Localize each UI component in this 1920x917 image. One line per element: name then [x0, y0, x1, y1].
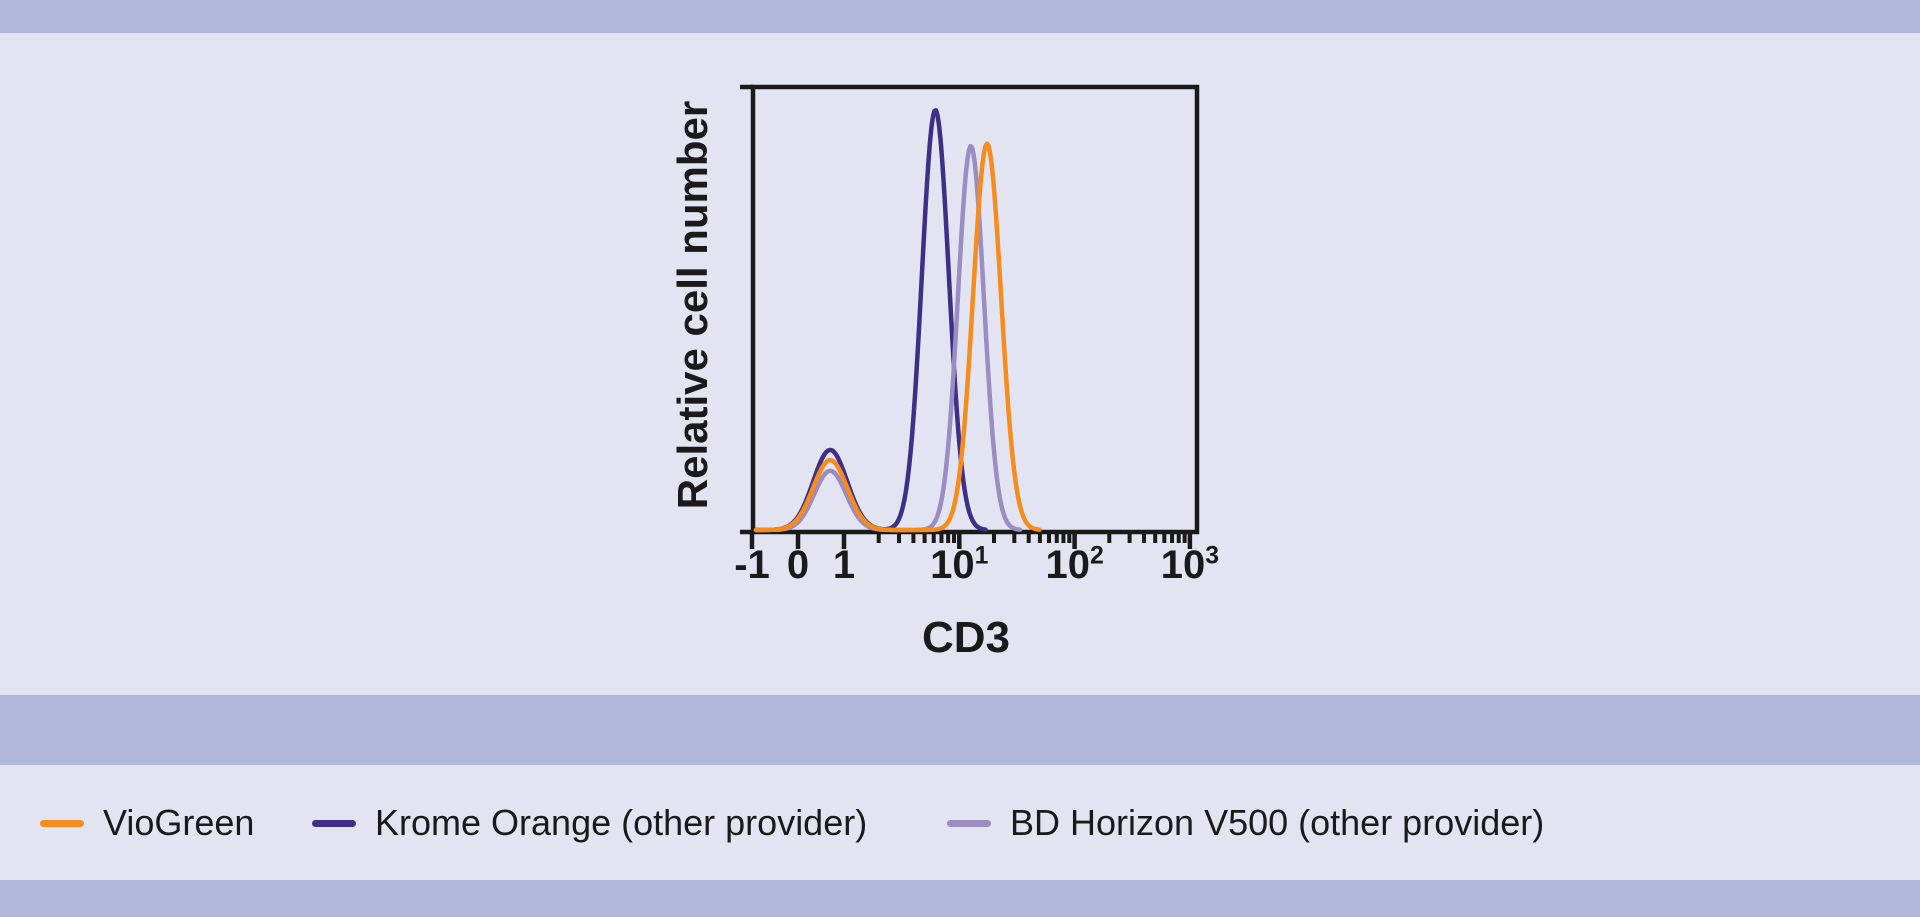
x-axis-label: CD3	[921, 613, 1011, 662]
legend-swatch-viogreen	[40, 819, 84, 827]
bottom-decorative-band	[0, 880, 1920, 917]
middle-decorative-band	[0, 695, 1920, 765]
x-tick-exponent: 2	[1089, 542, 1104, 570]
x-tick-label-1000: 103	[1160, 542, 1220, 587]
x-tick-exponent: 3	[1205, 542, 1220, 570]
legend-swatch-bd-horizon-v500	[947, 819, 991, 827]
legend-label-bd-horizon-v500: BD Horizon V500 (other provider)	[1010, 802, 1545, 843]
curve-viogreen	[753, 141, 1042, 533]
y-axis-label: Relative cell number	[669, 100, 716, 510]
plot-frame	[750, 84, 1200, 535]
x-tick-exponent: 1	[974, 542, 989, 570]
curve-krome-orange-other-provider	[753, 108, 988, 533]
x-tick-label-100: 102	[1045, 542, 1104, 587]
legend-item-bd-horizon-v500: BD Horizon V500 (other provider)	[947, 802, 1544, 844]
legend-swatch-krome-orange	[312, 819, 356, 827]
top-decorative-band	[0, 0, 1920, 33]
x-tick-label--1: -1	[734, 543, 770, 587]
x-tick-label-0: 0	[786, 543, 810, 587]
x-tick-label-10: 101	[930, 542, 989, 587]
legend-label-viogreen: VioGreen	[103, 802, 255, 843]
legend-label-krome-orange: Krome Orange (other provider)	[375, 802, 868, 843]
x-tick-label-1: 1	[832, 543, 856, 587]
legend-item-krome-orange: Krome Orange (other provider)	[312, 802, 867, 844]
legend-item-viogreen: VioGreen	[40, 802, 254, 844]
